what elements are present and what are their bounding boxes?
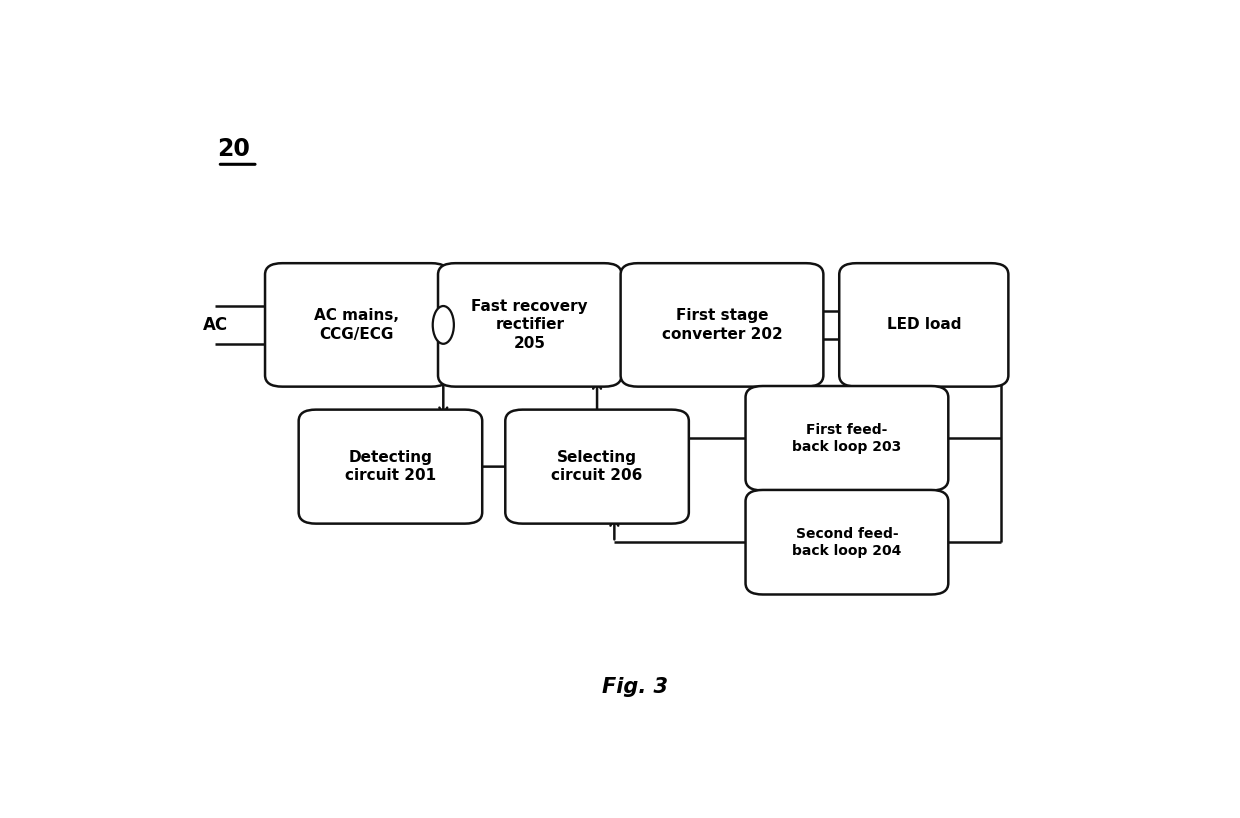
Text: Fig. 3: Fig. 3	[603, 677, 668, 697]
Text: Selecting
circuit 206: Selecting circuit 206	[552, 450, 642, 483]
Text: First stage
converter 202: First stage converter 202	[662, 308, 782, 342]
Text: AC mains,
CCG/ECG: AC mains, CCG/ECG	[314, 308, 399, 342]
Text: 20: 20	[217, 137, 250, 161]
FancyBboxPatch shape	[299, 410, 482, 524]
Ellipse shape	[433, 306, 454, 344]
FancyBboxPatch shape	[438, 263, 621, 387]
FancyBboxPatch shape	[745, 386, 949, 491]
FancyBboxPatch shape	[265, 263, 449, 387]
FancyBboxPatch shape	[839, 263, 1008, 387]
Text: AC: AC	[203, 316, 228, 334]
FancyBboxPatch shape	[505, 410, 689, 524]
Text: Fast recovery
rectifier
205: Fast recovery rectifier 205	[471, 299, 588, 351]
FancyBboxPatch shape	[745, 490, 949, 595]
Text: Second feed-
back loop 204: Second feed- back loop 204	[792, 527, 901, 558]
Text: LED load: LED load	[887, 317, 961, 332]
Text: Detecting
circuit 201: Detecting circuit 201	[345, 450, 436, 483]
FancyBboxPatch shape	[620, 263, 823, 387]
Text: First feed-
back loop 203: First feed- back loop 203	[792, 423, 901, 454]
